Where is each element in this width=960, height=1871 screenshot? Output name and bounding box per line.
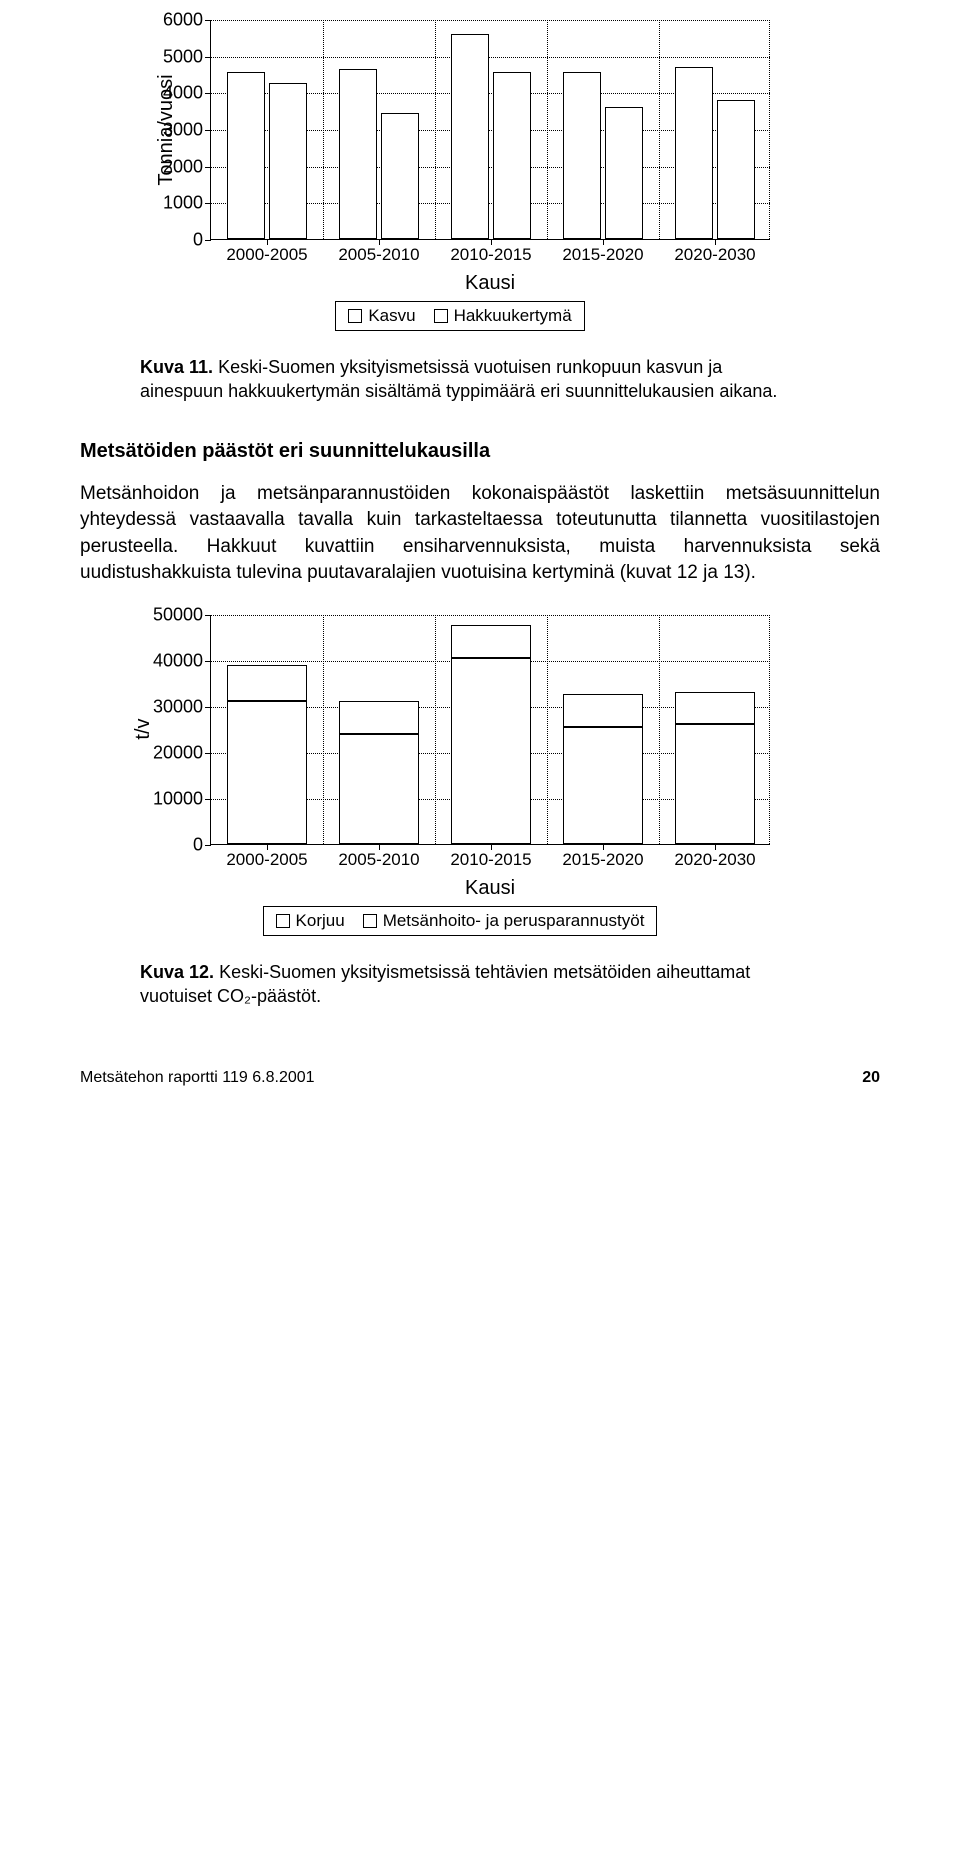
bar-segment (675, 724, 756, 844)
chart-2-legend: Korjuu Metsänhoito- ja perusparannustyöt (263, 906, 658, 936)
bar (717, 100, 755, 239)
bar-segment (227, 665, 308, 702)
legend-label: Korjuu (296, 911, 345, 931)
legend-item: Metsänhoito- ja perusparannustyöt (363, 911, 645, 931)
xtick-label: 2010-2015 (450, 844, 531, 870)
bar-segment (339, 701, 420, 733)
xtick-label: 2005-2010 (338, 844, 419, 870)
bar-segment (675, 692, 756, 724)
ytick-label: 2000 (163, 156, 211, 177)
bar (675, 67, 713, 239)
legend-swatch (363, 914, 377, 928)
chart-2-container: t/v 010000200003000040000500002000-20052… (140, 615, 780, 936)
legend-item: Kasvu (348, 306, 415, 326)
footer-left: Metsätehon raportti 119 6.8.2001 (80, 1069, 315, 1087)
chart-2-ylabel: t/v (132, 719, 155, 740)
legend-swatch (276, 914, 290, 928)
legend-label: Hakkuukertymä (454, 306, 572, 326)
xtick-label: 2010-2015 (450, 239, 531, 265)
ytick-label: 40000 (153, 650, 211, 671)
xtick-label: 2005-2010 (338, 239, 419, 265)
bar-segment (451, 625, 532, 657)
legend-item: Hakkuukertymä (434, 306, 572, 326)
ytick-label: 0 (193, 834, 211, 855)
chart-1-legend: Kasvu Hakkuukertymä (335, 301, 584, 331)
xtick-label: 2020-2030 (674, 844, 755, 870)
ytick-label: 30000 (153, 696, 211, 717)
legend-swatch (348, 309, 362, 323)
ytick-label: 5000 (163, 46, 211, 67)
bar-segment (227, 701, 308, 844)
body-paragraph: Metsänhoidon ja metsänparannustöiden kok… (80, 481, 880, 587)
caption-label: Kuva 12. (140, 962, 214, 982)
chart-1-xlabel: Kausi (210, 272, 770, 295)
xtick-label: 2015-2020 (562, 239, 643, 265)
ytick-label: 10000 (153, 788, 211, 809)
legend-item: Korjuu (276, 911, 345, 931)
caption-label: Kuva 11. (140, 357, 213, 377)
bar (269, 83, 307, 239)
bar (493, 72, 531, 239)
legend-swatch (434, 309, 448, 323)
bar (339, 69, 377, 240)
xtick-label: 2020-2030 (674, 239, 755, 265)
page-footer: Metsätehon raportti 119 6.8.2001 20 (80, 1069, 880, 1087)
bar-segment (563, 727, 644, 844)
ytick-label: 1000 (163, 193, 211, 214)
bar-segment (563, 694, 644, 726)
xtick-label: 2000-2005 (226, 844, 307, 870)
ytick-label: 0 (193, 230, 211, 251)
caption-text: Keski-Suomen yksityismetsissä tehtävien … (140, 962, 750, 1006)
bar (227, 72, 265, 239)
chart-1-plot: Tonnia/vuosi 010002000300040005000600020… (210, 20, 770, 240)
bar-segment (339, 734, 420, 844)
ytick-label: 20000 (153, 742, 211, 763)
caption-text: Keski-Suomen yksityismetsissä vuotuisen … (140, 357, 777, 401)
chart-1-container: Tonnia/vuosi 010002000300040005000600020… (140, 20, 780, 331)
section-heading: Metsätöiden päästöt eri suunnittelukausi… (80, 440, 880, 463)
figure-11-caption: Kuva 11. Keski-Suomen yksityismetsissä v… (140, 355, 780, 404)
ytick-label: 3000 (163, 120, 211, 141)
ytick-label: 50000 (153, 604, 211, 625)
legend-label: Kasvu (368, 306, 415, 326)
bar (605, 107, 643, 239)
bar (451, 34, 489, 239)
chart-2-xlabel: Kausi (210, 877, 770, 900)
footer-right: 20 (862, 1069, 880, 1087)
ytick-label: 4000 (163, 83, 211, 104)
figure-12-caption: Kuva 12. Keski-Suomen yksityismetsissä t… (140, 960, 780, 1009)
bar (563, 72, 601, 239)
ytick-label: 6000 (163, 10, 211, 31)
xtick-label: 2015-2020 (562, 844, 643, 870)
legend-label: Metsänhoito- ja perusparannustyöt (383, 911, 645, 931)
chart-2-plot: t/v 010000200003000040000500002000-20052… (210, 615, 770, 845)
xtick-label: 2000-2005 (226, 239, 307, 265)
bar-segment (451, 658, 532, 844)
bar (381, 113, 419, 240)
